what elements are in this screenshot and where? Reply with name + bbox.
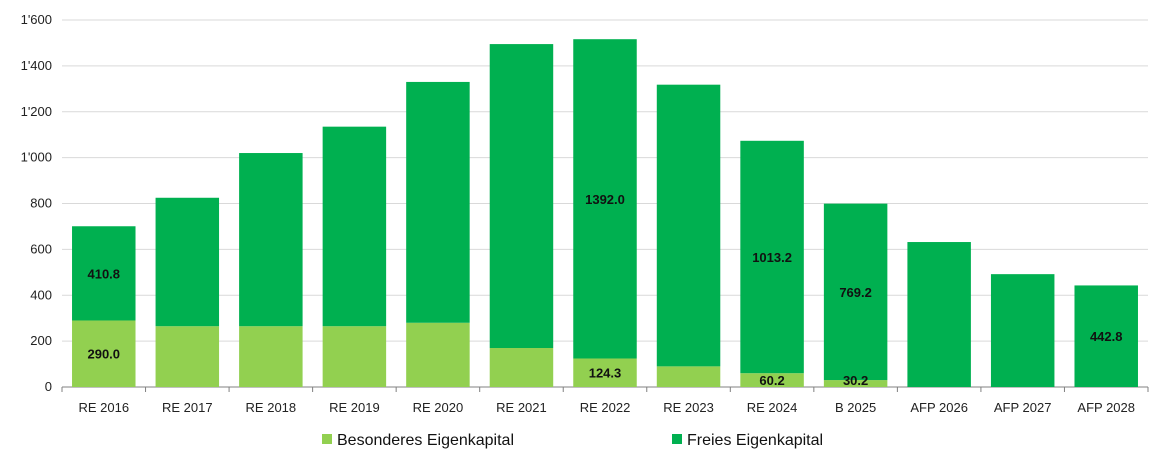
bar-segment-besonderes	[406, 322, 470, 387]
bar-segment-freies	[907, 242, 971, 387]
x-tick-label: RE 2018	[246, 400, 297, 415]
data-labels: 290.0 410.8 124.3 1392.0 60.2 1013.2 30.2 769.2…	[87, 192, 1122, 388]
y-tick-label: 1'600	[21, 12, 52, 27]
x-tick-label: RE 2016	[78, 400, 129, 415]
bar-segment-besonderes	[573, 358, 637, 387]
x-tick-label: RE 2022	[580, 400, 631, 415]
x-tick-label: AFP 2028	[1077, 400, 1135, 415]
data-label: 769.2	[839, 285, 872, 300]
bar-segment-besonderes	[72, 320, 136, 387]
legend-swatch	[672, 434, 682, 444]
y-tick-label: 0	[45, 379, 52, 394]
bar-segment-freies	[573, 39, 637, 359]
bar-segment-besonderes	[823, 380, 888, 387]
y-tick-label: 400	[30, 287, 52, 302]
bar-segment-freies	[406, 81, 470, 323]
x-tick-label: RE 2017	[162, 400, 213, 415]
legend-label: Besonderes Eigenkapital	[337, 432, 514, 449]
bar-segment-freies	[239, 153, 303, 327]
x-tick-label: RE 2019	[329, 400, 380, 415]
y-tick-label: 1'400	[21, 58, 52, 73]
bar-segment-besonderes	[656, 366, 721, 387]
bar-segment-freies	[740, 140, 804, 374]
bar-segment-freies	[823, 203, 888, 381]
y-tick-label: 1'000	[21, 150, 52, 165]
y-tick-label: 1'200	[21, 104, 52, 119]
bar-segment-besonderes	[322, 326, 387, 387]
bar-segment-freies	[990, 274, 1055, 387]
y-tick-label: 200	[30, 333, 52, 348]
x-tick-label: RE 2024	[747, 400, 798, 415]
x-tick-label: AFP 2027	[994, 400, 1052, 415]
x-tick-label: AFP 2026	[910, 400, 968, 415]
y-tick-label: 800	[30, 196, 52, 211]
bar-segment-freies	[1074, 285, 1138, 387]
data-label: 442.8	[1090, 329, 1123, 344]
bar-segment-freies	[489, 44, 554, 349]
data-label: 1013.2	[752, 250, 792, 265]
data-label: 410.8	[87, 266, 120, 281]
x-tick-label: RE 2020	[413, 400, 464, 415]
data-label: 124.3	[589, 366, 622, 381]
bar-segment-freies	[322, 126, 387, 327]
bar-segment-besonderes	[155, 326, 220, 387]
bar-segment-freies	[72, 226, 136, 321]
legend: Besonderes Eigenkapital Freies Eigenkapit…	[322, 432, 823, 449]
data-label: 60.2	[759, 373, 784, 388]
bars	[72, 39, 1138, 387]
data-label: 30.2	[843, 373, 868, 388]
bar-segment-freies	[155, 197, 220, 327]
y-tick-label: 600	[30, 241, 52, 256]
bar-segment-besonderes	[740, 373, 804, 387]
bar-segment-besonderes	[239, 326, 303, 387]
legend-swatch	[322, 434, 332, 444]
bar-segment-freies	[656, 84, 721, 367]
x-tick-label: B 2025	[835, 400, 876, 415]
legend-label: Freies Eigenkapital	[687, 432, 823, 449]
data-label: 290.0	[87, 347, 120, 362]
data-label: 1392.0	[585, 192, 625, 207]
x-tick-label: RE 2023	[663, 400, 714, 415]
x-tick-label: RE 2021	[496, 400, 547, 415]
bar-segment-besonderes	[489, 348, 554, 387]
